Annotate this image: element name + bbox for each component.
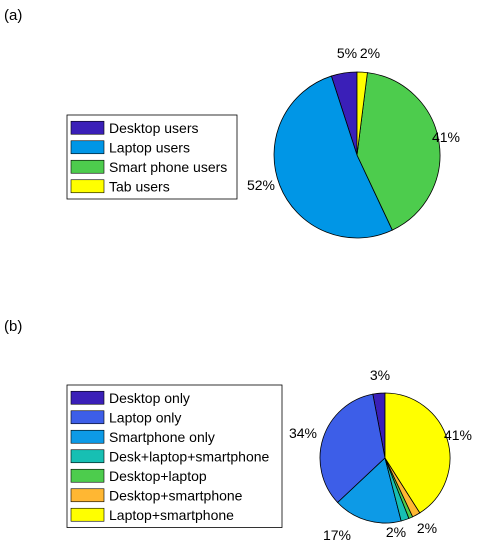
legend-entry: Desktop+smartphone [109, 487, 243, 503]
slice-percent-label: 3% [370, 367, 390, 383]
legend-entry: Laptop only [109, 409, 181, 425]
pie-slice-laptop-smartphone [384, 392, 451, 514]
legend-entry: Desktop only [109, 390, 190, 406]
legend-entry: Desktop+laptop [109, 468, 207, 484]
legend-swatch [70, 410, 105, 425]
legend-swatch [70, 449, 105, 464]
slice-percent-label: 2% [386, 524, 406, 540]
slice-percent-label: 52% [247, 177, 275, 193]
legend-entry: Smartphone only [109, 429, 215, 445]
slice-percent-label: 2% [417, 520, 437, 536]
legend-swatch [70, 488, 105, 503]
slice-percent-label: 41% [432, 129, 460, 145]
legend-swatch [70, 507, 105, 522]
pie-slice-smart-phone-users [356, 72, 441, 231]
legend-entry: Desk+laptop+smartphone [109, 448, 270, 464]
legend-entry: Laptop+smartphone [109, 507, 234, 523]
legend-entry: Smart phone users [109, 159, 227, 175]
slice-percent-label: 5% [337, 45, 357, 61]
legend-swatch [70, 468, 105, 483]
pie-chart-b: 3% 34% 17% 2% 2% 41% Desktop only Laptop only Sm… [66, 367, 472, 543]
legend-swatch [70, 429, 105, 444]
pie-slice-smartphone-only [337, 457, 402, 524]
slice-percent-label: 2% [360, 45, 380, 61]
legend-swatch [70, 390, 105, 405]
legend-swatch [70, 159, 105, 174]
panel-b-label: (b) [4, 318, 22, 335]
pie-slice-laptop-users [273, 75, 393, 239]
legend-entry: Laptop users [109, 139, 190, 155]
panel-a-label: (a) [4, 7, 22, 24]
legend-entry: Desktop users [109, 120, 198, 136]
legend-swatch [70, 120, 105, 135]
slice-percent-label: 34% [289, 425, 317, 441]
legend-swatch [70, 179, 105, 194]
legend-swatch [70, 140, 105, 155]
slice-percent-label: 17% [323, 527, 351, 543]
pie-slice-laptop-only [319, 393, 386, 504]
pie-slice-tab-users [356, 71, 368, 156]
slice-percent-label: 41% [444, 427, 472, 443]
pie-chart-a: 5% 52% 41% 2% Desktop users Laptop users Smart… [66, 45, 460, 239]
legend-entry: Tab users [109, 178, 170, 194]
